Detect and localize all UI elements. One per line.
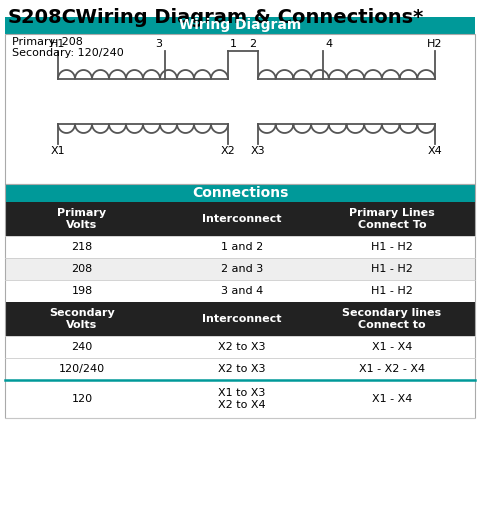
Text: 4: 4 xyxy=(326,39,333,49)
Bar xyxy=(5,34,475,184)
Text: H1 - H2: H1 - H2 xyxy=(371,286,413,296)
Text: X3: X3 xyxy=(251,146,265,156)
Text: Secondary: 120/240: Secondary: 120/240 xyxy=(12,48,124,58)
Text: X1 to X3
X2 to X4: X1 to X3 X2 to X4 xyxy=(218,388,266,410)
Text: Secondary
Volts: Secondary Volts xyxy=(49,308,115,330)
Text: 1 and 2: 1 and 2 xyxy=(221,242,263,252)
Text: Secondary lines
Connect to: Secondary lines Connect to xyxy=(342,308,442,330)
Text: 3 and 4: 3 and 4 xyxy=(221,286,263,296)
Text: Wiring Diagram & Connections*: Wiring Diagram & Connections* xyxy=(62,8,423,27)
Text: 3: 3 xyxy=(156,39,163,49)
Text: Primary Lines
Connect To: Primary Lines Connect To xyxy=(349,208,435,230)
Text: 218: 218 xyxy=(72,242,93,252)
Text: 1: 1 xyxy=(229,39,237,49)
Text: 2 and 3: 2 and 3 xyxy=(221,264,263,274)
Text: S208C: S208C xyxy=(8,8,77,27)
Bar xyxy=(5,302,475,336)
Text: X1 - X2 - X4: X1 - X2 - X4 xyxy=(359,364,425,374)
Text: Primary: 208: Primary: 208 xyxy=(12,37,83,47)
Bar xyxy=(5,202,475,236)
Text: 2: 2 xyxy=(250,39,257,49)
Text: Interconnect: Interconnect xyxy=(202,314,282,324)
Bar xyxy=(5,17,475,34)
Text: X2 to X3: X2 to X3 xyxy=(218,342,266,352)
Text: Wiring Diagram: Wiring Diagram xyxy=(179,19,301,32)
Text: 120/240: 120/240 xyxy=(59,364,105,374)
Text: Interconnect: Interconnect xyxy=(202,214,282,224)
Text: 208: 208 xyxy=(72,264,93,274)
Bar xyxy=(5,280,475,302)
Bar xyxy=(5,184,475,418)
Text: X4: X4 xyxy=(428,146,443,156)
Text: 198: 198 xyxy=(72,286,93,296)
Text: H1 - H2: H1 - H2 xyxy=(371,242,413,252)
Bar xyxy=(5,236,475,258)
Text: X2: X2 xyxy=(221,146,235,156)
Text: X2 to X3: X2 to X3 xyxy=(218,364,266,374)
Bar xyxy=(5,184,475,202)
Text: X1 - X4: X1 - X4 xyxy=(372,342,412,352)
Text: Primary
Volts: Primary Volts xyxy=(58,208,107,230)
Bar xyxy=(5,380,475,418)
Text: H2: H2 xyxy=(427,39,443,49)
Text: X1 - X4: X1 - X4 xyxy=(372,394,412,404)
Text: H1 - H2: H1 - H2 xyxy=(371,264,413,274)
Bar xyxy=(5,336,475,358)
Text: Connections: Connections xyxy=(192,186,288,200)
Bar xyxy=(5,358,475,380)
Text: 120: 120 xyxy=(72,394,93,404)
Text: X1: X1 xyxy=(51,146,65,156)
Text: 240: 240 xyxy=(72,342,93,352)
Bar xyxy=(5,258,475,280)
Text: H1: H1 xyxy=(50,39,66,49)
